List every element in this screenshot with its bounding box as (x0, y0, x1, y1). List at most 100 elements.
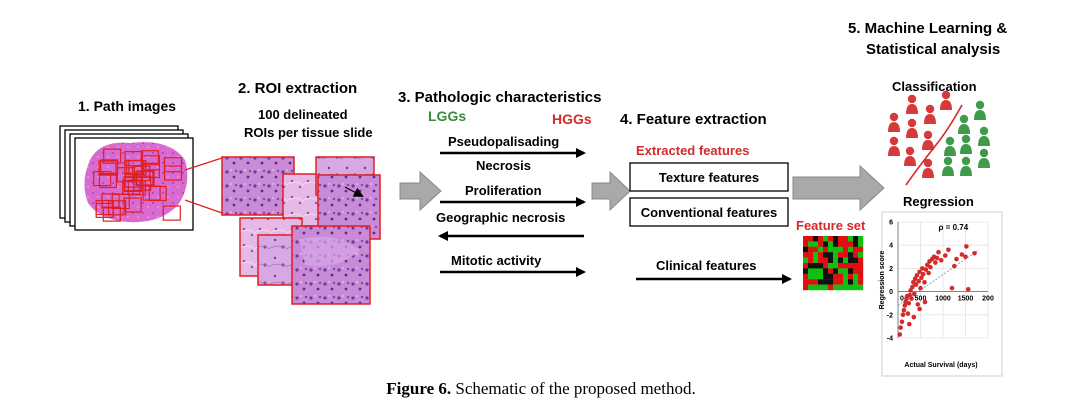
heatmap-cell (833, 273, 839, 280)
rho-annotation: ρ = 0.74 (939, 223, 969, 232)
step4-title: 4. Feature extraction (620, 111, 767, 128)
heatmap-cell (813, 273, 819, 280)
y-tick-label: 2 (889, 266, 893, 273)
data-point (913, 282, 919, 287)
heatmap-cell (813, 279, 819, 285)
person-red-icon (906, 118, 918, 138)
heatmap-cell (803, 268, 809, 274)
flow-arrow-3 (792, 164, 885, 212)
heatmap-cell (803, 257, 809, 264)
conventional-features-box (629, 197, 789, 227)
data-point (920, 271, 926, 277)
heatmap-cell (833, 246, 839, 253)
classification-label: Classification (892, 79, 977, 94)
heatmap-cell (848, 279, 854, 285)
data-point (926, 270, 931, 276)
data-point (949, 285, 955, 291)
heatmap-cell (813, 236, 819, 242)
heatmap-cell (853, 273, 859, 280)
char-geographic-necrosis: Geographic necrosis (436, 210, 565, 225)
heatmap-cell (823, 257, 829, 264)
heatmap-cell (843, 252, 849, 258)
roi-box (123, 197, 142, 213)
heatmap-cell (823, 263, 829, 269)
roi-tiles (221, 156, 381, 305)
heatmap-cell (833, 257, 839, 264)
data-point (897, 332, 903, 337)
heatmap-cell (803, 279, 809, 285)
heatmap-cell (823, 273, 829, 280)
roi-box (124, 172, 143, 188)
heatmap-cell (838, 268, 844, 274)
heatmap-cell (853, 236, 859, 242)
step2-sub2: ROIs per tissue slide (244, 125, 373, 140)
heatmap-cell (843, 246, 849, 253)
heatmap-cell (838, 246, 844, 253)
heatmap-cell (808, 263, 814, 269)
data-point (917, 306, 922, 312)
y-tick-label: -4 (887, 336, 893, 343)
heatmap-cell (813, 241, 819, 247)
heatmap-cell (823, 236, 829, 242)
person-green-icon (974, 100, 986, 120)
data-point (906, 300, 912, 306)
data-point (928, 264, 933, 270)
heatmap-cell (858, 273, 864, 280)
heatmap-cell (833, 279, 839, 285)
trendline (897, 249, 980, 306)
char-mitotic-activity: Mitotic activity (451, 253, 542, 268)
heatmap-cell (843, 241, 849, 247)
heatmap-cell (833, 241, 839, 247)
x-tick-label: 200 (982, 296, 994, 303)
data-point (922, 280, 927, 285)
data-point (923, 267, 929, 272)
heatmap-cell (818, 279, 824, 285)
y-axis-label: Regression score (879, 251, 886, 310)
heatmap-cell (833, 268, 839, 274)
chart-frame (881, 211, 1003, 377)
heatmap-cell (828, 279, 834, 285)
heatmap-cell (853, 252, 859, 258)
person-green-icon (944, 136, 956, 156)
data-point (910, 284, 915, 290)
roi-box (126, 160, 145, 176)
conventional-features-label: Conventional features (641, 205, 778, 220)
data-point (959, 252, 965, 257)
heatmap-cell (833, 236, 839, 242)
texture-features-box (629, 162, 789, 192)
heatmap-cell (808, 273, 814, 280)
heatmap-cell (838, 252, 844, 258)
heatmap-cell (808, 236, 814, 242)
heatmap-cell (818, 273, 824, 280)
heatmap-cell (853, 241, 859, 247)
heatmap-cell (838, 279, 844, 285)
person-red-icon (940, 90, 952, 110)
heatmap-cell (853, 257, 859, 264)
heatmap-cell (858, 252, 864, 258)
heatmap-cell (823, 246, 829, 253)
heatmap-cell (818, 263, 824, 269)
roi-box (98, 160, 117, 176)
person-green-icon (958, 114, 970, 134)
y-tick-label: 4 (889, 243, 893, 250)
heatmap-cell (808, 284, 814, 291)
data-point (936, 249, 941, 255)
heatmap-cell (803, 246, 809, 253)
heatmap-cell (828, 268, 834, 274)
data-point (907, 321, 912, 327)
heatmap-cell (813, 246, 819, 253)
char-proliferation: Proliferation (465, 183, 542, 198)
data-point (934, 255, 940, 261)
feature-set-heatmap (803, 236, 864, 291)
x-tick-label: 1500 (958, 296, 974, 303)
extracted-features-label: Extracted features (636, 143, 749, 158)
data-point (918, 285, 923, 291)
char-pseudopalisading: Pseudopalisading (448, 134, 559, 149)
heatmap-cell (828, 236, 834, 242)
heatmap-cell (818, 236, 824, 242)
roi-box (140, 150, 159, 166)
data-point (917, 269, 922, 275)
data-point (938, 258, 944, 263)
heatmap-cell (843, 268, 849, 274)
y-tick-label: -2 (887, 312, 893, 319)
